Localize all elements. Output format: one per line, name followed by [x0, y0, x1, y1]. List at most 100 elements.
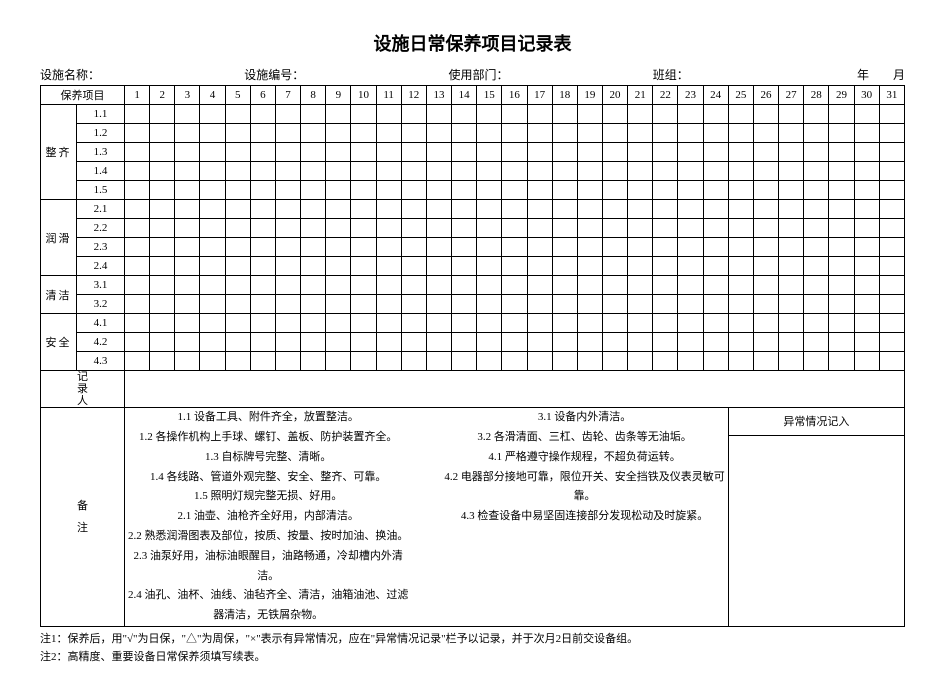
grid-cell [376, 295, 401, 314]
page-title: 设施日常保养项目记录表 [40, 30, 905, 56]
grid-cell [477, 314, 502, 333]
grid-cell [502, 200, 527, 219]
grid-cell [150, 333, 175, 352]
grid-cell [703, 257, 728, 276]
grid-cell [602, 124, 627, 143]
grid-cell [275, 257, 300, 276]
grid-cell [577, 276, 602, 295]
grid-cell [275, 238, 300, 257]
grid-cell [200, 257, 225, 276]
grid-cell [326, 105, 351, 124]
grid-cell [326, 295, 351, 314]
day-header: 17 [527, 86, 552, 105]
item-label: 4.2 [77, 333, 125, 352]
grid-cell [829, 314, 854, 333]
grid-cell [376, 143, 401, 162]
grid-cell [502, 333, 527, 352]
grid-cell [351, 276, 376, 295]
item-label: 1.5 [77, 181, 125, 200]
remarks-text: 1.1 设备工具、附件齐全，放置整洁。1.2 各操作机构上手球、螺钉、盖板、防护… [125, 408, 729, 627]
grid-cell [753, 276, 778, 295]
grid-cell [452, 143, 477, 162]
grid-cell [351, 162, 376, 181]
grid-cell [577, 352, 602, 371]
grid-cell [150, 276, 175, 295]
day-header: 15 [477, 86, 502, 105]
grid-cell [275, 162, 300, 181]
grid-cell [779, 143, 804, 162]
grid-cell [728, 219, 753, 238]
day-header: 23 [678, 86, 703, 105]
grid-cell [502, 257, 527, 276]
grid-cell [477, 162, 502, 181]
grid-cell [753, 181, 778, 200]
grid-cell [477, 105, 502, 124]
grid-cell [376, 276, 401, 295]
grid-cell [527, 143, 552, 162]
grid-cell [602, 295, 627, 314]
grid-cell [452, 124, 477, 143]
grid-cell [703, 276, 728, 295]
remark-line: 1.1 设备工具、附件齐全，放置整洁。 [125, 408, 411, 428]
item-label: 1.4 [77, 162, 125, 181]
grid-cell [275, 333, 300, 352]
grid-cell [602, 143, 627, 162]
grid-cell [628, 181, 653, 200]
grid-cell [200, 124, 225, 143]
grid-cell [577, 257, 602, 276]
grid-cell [602, 162, 627, 181]
grid-cell [125, 276, 150, 295]
grid-cell [829, 162, 854, 181]
grid-cell [452, 333, 477, 352]
grid-cell [879, 219, 904, 238]
grid-cell [150, 257, 175, 276]
day-header: 19 [577, 86, 602, 105]
grid-cell [602, 333, 627, 352]
grid-cell [401, 105, 426, 124]
grid-cell [577, 333, 602, 352]
grid-cell [628, 295, 653, 314]
day-header: 7 [275, 86, 300, 105]
grid-cell [502, 162, 527, 181]
grid-cell [854, 105, 879, 124]
grid-cell [477, 257, 502, 276]
remark-line: 1.5 照明灯规完整无损、好用。 [125, 487, 411, 507]
grid-cell [426, 352, 451, 371]
grid-cell [250, 181, 275, 200]
grid-cell [502, 238, 527, 257]
grid-cell [376, 314, 401, 333]
item-label: 4.3 [77, 352, 125, 371]
grid-cell [703, 314, 728, 333]
grid-cell [753, 105, 778, 124]
grid-cell [502, 105, 527, 124]
grid-cell [326, 257, 351, 276]
colhead-item: 保养项目 [41, 86, 125, 105]
grid-cell [502, 295, 527, 314]
grid-cell [477, 295, 502, 314]
grid-cell [426, 314, 451, 333]
day-header: 26 [753, 86, 778, 105]
grid-cell [225, 257, 250, 276]
grid-cell [150, 219, 175, 238]
grid-cell [854, 257, 879, 276]
facility-no-label: 设施编号： [244, 66, 448, 83]
item-label: 2.2 [77, 219, 125, 238]
grid-cell [125, 162, 150, 181]
grid-cell [854, 181, 879, 200]
note-2: 注2：高精度、重要设备日常保养须填写续表。 [40, 649, 905, 667]
grid-cell [200, 219, 225, 238]
grid-cell [779, 257, 804, 276]
grid-cell [477, 143, 502, 162]
grid-cell [678, 105, 703, 124]
grid-cell [879, 333, 904, 352]
grid-cell [628, 162, 653, 181]
grid-cell [829, 333, 854, 352]
grid-cell [703, 143, 728, 162]
grid-cell [653, 352, 678, 371]
remark-line: 2.2 熟悉润滑图表及部位，按质、按量、按时加油、换油。 [125, 527, 411, 547]
grid-cell [753, 124, 778, 143]
grid-cell [678, 352, 703, 371]
grid-cell [376, 333, 401, 352]
grid-cell [703, 162, 728, 181]
grid-cell [879, 276, 904, 295]
